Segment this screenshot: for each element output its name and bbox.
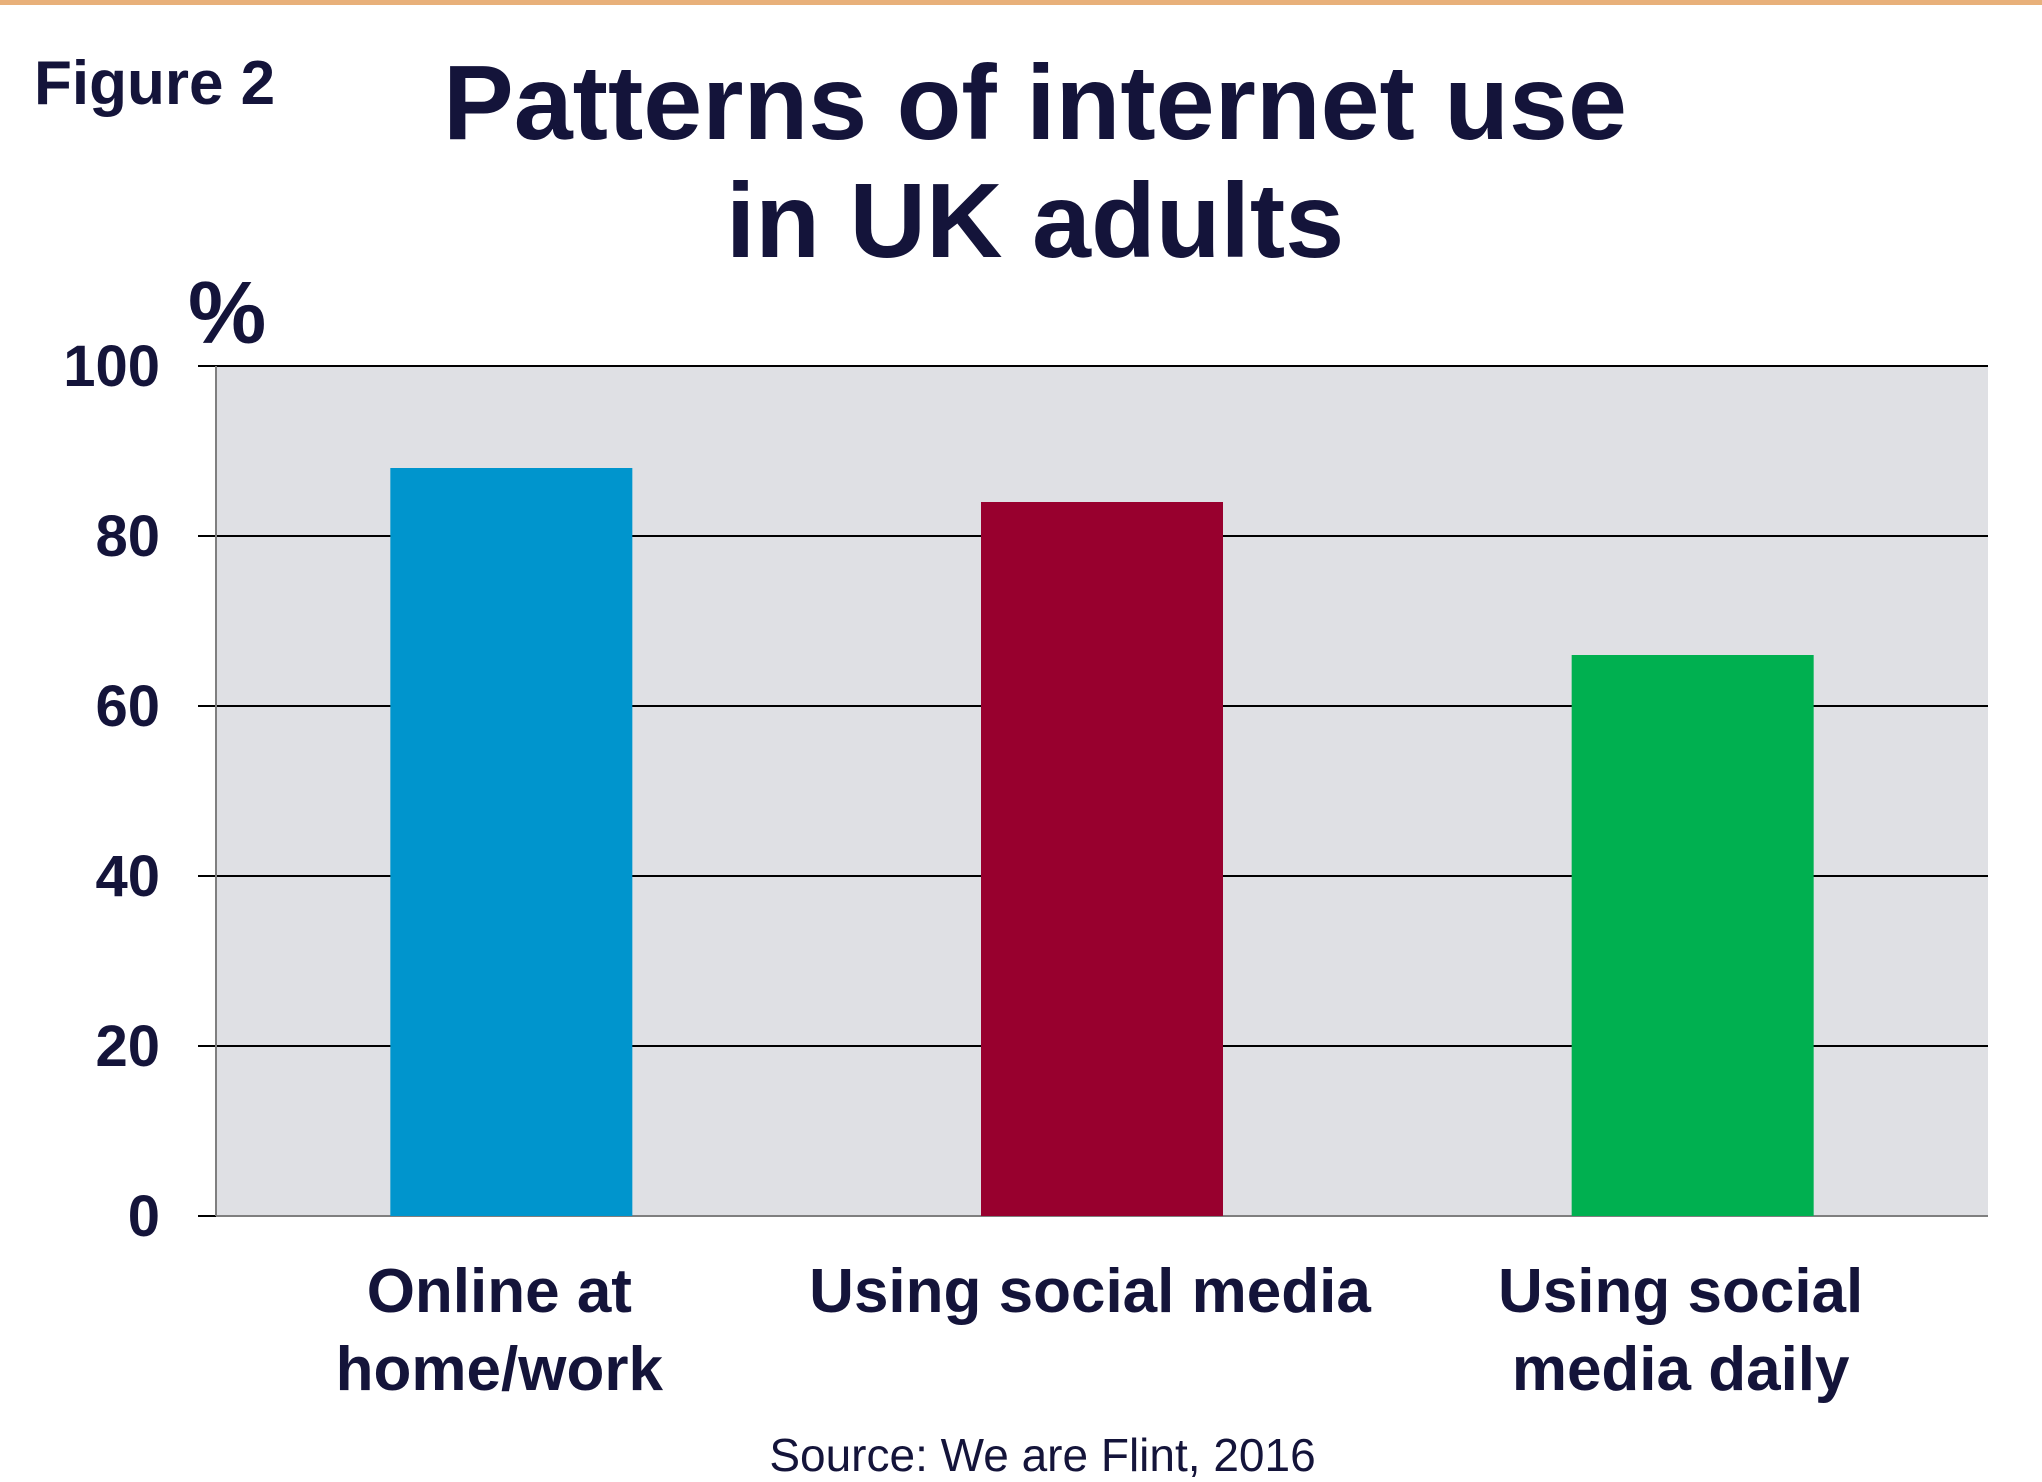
y-tick-label-80: 80 [95,504,160,569]
bar-3 [1571,655,1814,1216]
x-category-label-1-line-1: Online at [367,1257,632,1326]
source-note: Source: We are Flint, 2016 [769,1429,1316,1481]
x-category-label-1: Online at home/work [336,1257,664,1404]
y-tick-label-0: 0 [128,1184,160,1249]
bar-1 [390,468,633,1216]
y-axis-unit-label: % [188,263,267,362]
y-tick-label-40: 40 [95,844,160,909]
y-tick-label-100: 100 [63,334,160,399]
top-rule [0,0,2042,5]
chart-title-line-2: in UK adults [725,162,1345,280]
x-category-label-2: Using social media [809,1257,1371,1326]
figure-label: Figure 2 [34,49,276,118]
y-tick-label-20: 20 [95,1014,160,1079]
bar-2 [981,502,1223,1216]
x-category-label-3: Using social media daily [1498,1257,1863,1404]
x-category-label-2-line-1: Using social media [809,1257,1371,1326]
x-category-label-1-line-2: home/work [336,1335,664,1404]
chart-title-line-1: Patterns of internet use [443,44,1627,162]
chart-title: Patterns of internet use in UK adults [300,44,1770,280]
y-tick-label-60: 60 [95,674,160,739]
x-category-label-3-line-2: media daily [1512,1335,1850,1404]
x-category-label-3-line-1: Using social [1498,1257,1863,1326]
